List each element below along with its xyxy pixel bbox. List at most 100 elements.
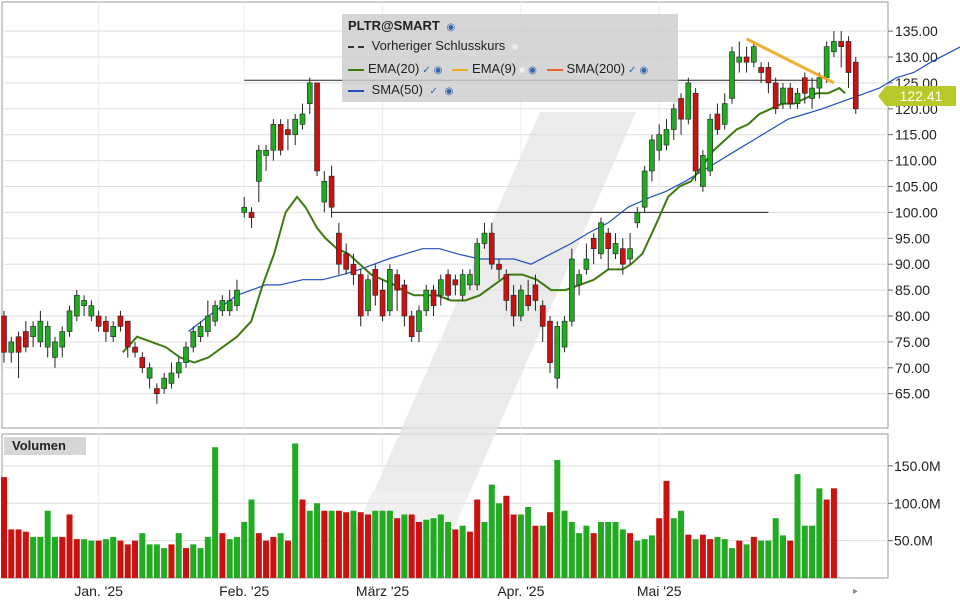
sma200-check-icon[interactable]: ✓ <box>628 65 636 76</box>
candle-body <box>446 275 451 296</box>
candle-body <box>133 347 138 352</box>
sma50-settings-icon[interactable]: ◉ <box>445 86 454 97</box>
volume-bar <box>401 514 407 578</box>
volume-bar <box>256 533 262 578</box>
volume-bar <box>176 533 182 578</box>
candle-body <box>693 93 698 171</box>
volume-bar <box>190 544 196 578</box>
candle-body <box>584 259 589 269</box>
volume-bar <box>336 511 342 578</box>
volume-bar <box>37 537 43 578</box>
candle-body <box>278 124 283 150</box>
volume-bar <box>467 532 473 578</box>
candle-body <box>373 269 378 295</box>
scroll-right-icon[interactable]: ▸ <box>853 586 858 597</box>
volume-bar <box>824 500 830 578</box>
volume-bar <box>67 514 73 578</box>
sma50-swatch <box>348 90 364 92</box>
ema20-swatch <box>348 69 364 71</box>
volume-bar <box>460 526 466 578</box>
volume-bar <box>270 537 276 578</box>
candle-body <box>831 41 836 51</box>
y-tick-label: 110.00 <box>895 153 937 169</box>
volume-bar <box>583 526 589 578</box>
x-tick-label: Jan. '25 <box>74 583 123 599</box>
candle-body <box>497 264 502 269</box>
volume-bar <box>591 533 597 578</box>
volume-bar <box>569 522 575 578</box>
volume-bar <box>292 443 298 578</box>
candle-body <box>52 342 57 358</box>
sma200-settings-icon[interactable]: ◉ <box>639 65 648 76</box>
volume-bar <box>700 535 706 578</box>
ema9-toggle-icon[interactable]: ■ <box>519 65 525 76</box>
candle-body <box>2 316 7 352</box>
legend-sma50: SMA(50) <box>372 82 423 97</box>
candle-body <box>249 212 254 217</box>
candle-body <box>162 378 167 388</box>
candle-body <box>460 275 465 296</box>
volume-bar <box>656 518 662 578</box>
candle-body <box>242 207 247 212</box>
volume-bar <box>518 514 524 578</box>
volume-bar <box>532 526 538 578</box>
volume-bar <box>744 544 750 578</box>
volume-bar <box>765 541 771 578</box>
candle-body <box>817 78 822 88</box>
volume-bar <box>831 488 837 578</box>
symbol-settings-icon[interactable]: ◉ <box>447 22 456 33</box>
volume-bar <box>773 518 779 578</box>
legend-row-prev-close: Vorheriger Schlusskurs ■ <box>348 37 518 55</box>
volume-bar <box>278 533 284 578</box>
candle-body <box>715 114 720 130</box>
volume-bar <box>372 511 378 578</box>
candle-body <box>620 249 625 265</box>
y-tick-label: 80.00 <box>895 308 930 324</box>
candle-body <box>671 109 676 130</box>
volume-tick-label: 100.0M <box>894 495 941 511</box>
candle-body <box>504 275 509 301</box>
volume-bar <box>547 512 553 578</box>
candle-body <box>839 41 844 46</box>
candle-body <box>657 135 662 151</box>
candle-body <box>198 326 203 336</box>
y-tick-label: 115.00 <box>895 127 937 143</box>
volume-bar <box>795 474 801 578</box>
candle-body <box>336 233 341 264</box>
candle-body <box>16 337 21 353</box>
candle-body <box>213 306 218 322</box>
candle-body <box>679 98 684 119</box>
y-tick-label: 130.00 <box>895 49 938 65</box>
ema20-settings-icon[interactable]: ◉ <box>434 65 443 76</box>
volume-bar <box>52 537 58 578</box>
volume-tick-label: 150.0M <box>894 458 941 474</box>
volume-bar <box>387 511 393 578</box>
volume-bar <box>809 526 815 578</box>
sma50-check-icon[interactable]: ✓ <box>430 86 438 97</box>
volume-bar <box>147 544 153 578</box>
candle-body <box>664 130 669 146</box>
ema9-settings-icon[interactable]: ◉ <box>528 65 537 76</box>
volume-bar <box>474 500 480 578</box>
volume-bar <box>299 500 305 578</box>
candle-body <box>227 300 232 310</box>
y-tick-label: 95.00 <box>895 230 930 246</box>
chart-legend: PLTR@SMART ◉ Vorheriger Schlusskurs ■ EM… <box>342 14 678 102</box>
volume-bar <box>96 541 102 578</box>
volume-bar <box>613 522 619 578</box>
volume-bar <box>358 512 364 578</box>
volume-bar <box>249 500 255 578</box>
candle-body <box>351 264 356 274</box>
volume-bar <box>438 514 444 578</box>
candle-body <box>9 342 14 352</box>
ema20-check-icon[interactable]: ✓ <box>422 65 430 76</box>
volume-bar <box>329 511 335 578</box>
candle-body <box>424 290 429 311</box>
prev-close-toggle-icon[interactable]: ■ <box>512 42 518 53</box>
candle-body <box>613 243 618 253</box>
volume-bar <box>1 477 7 578</box>
volume-bar <box>117 541 123 578</box>
volume-bar <box>598 522 604 578</box>
x-tick-label: Feb. '25 <box>219 583 269 599</box>
candle-body <box>708 119 713 171</box>
